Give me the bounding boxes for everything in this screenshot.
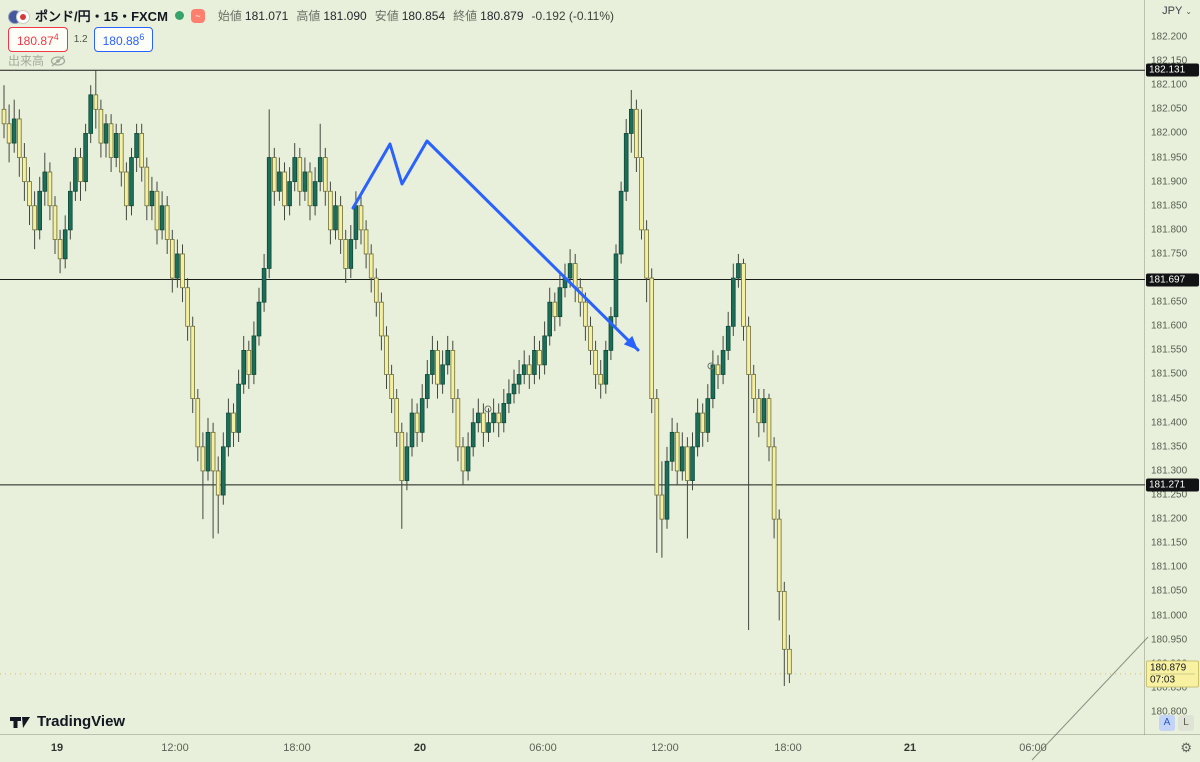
time-scale[interactable]: ⚙ 19 12:00 18:00 20 06:00 12:00 18:00 21 06:00 [0,734,1200,762]
high-value: 181.090 [323,8,367,23]
price-tick: 181.900 [1151,176,1188,188]
volume-indicator-row: 出来高 [8,52,66,69]
price-tick: 181.150 [1151,537,1188,549]
time-tick: 18:00 [283,742,311,754]
price-tick: 180.850 [1151,682,1188,694]
high-label: 高値 [296,9,321,23]
scale-mode-buttons: A L [1159,715,1194,731]
price-tick: 181.400 [1151,417,1188,429]
chevron-down-icon: ⌄ [1185,6,1192,16]
price-tick: 181.300 [1151,465,1188,477]
tradingview-mark-icon [10,716,30,728]
price-scale[interactable]: JPY ⌄ 182.200 182.150 182.100 182.050 182.00… [1144,0,1200,735]
price-tick: 181.800 [1151,224,1188,236]
ask-pip-fraction: 6 [139,32,145,42]
time-tick: 18:00 [774,742,802,754]
price-badge: 181.271 [1146,478,1199,492]
time-tick: 06:00 [1019,742,1047,754]
low-value: 180.854 [401,8,446,23]
price-tick: 182.050 [1151,103,1188,115]
price-tick: 181.250 [1151,489,1188,501]
price-tick: 182.100 [1151,79,1188,91]
price-tick: 181.350 [1151,441,1188,453]
price-tick: 181.950 [1151,152,1188,164]
currency-pair-flags-icon [8,9,30,24]
open-label: 始値 [217,9,242,23]
price-badge: 181.697 [1146,273,1199,287]
price-tick: 181.750 [1151,248,1188,260]
buy-button[interactable]: 180.886 [93,27,154,52]
open-value: 181.071 [244,8,289,23]
market-open-dot-icon[interactable] [174,11,184,20]
gear-icon[interactable]: ⚙ [1180,740,1192,755]
log-scale-button[interactable]: L [1178,715,1194,731]
price-tick: 181.450 [1151,393,1188,405]
price-tick: 181.200 [1151,513,1188,525]
ohlc-readout: 始値 181.071 高値 181.090 安値 180.854 終値 180.… [218,7,614,24]
price-tick: 180.800 [1151,706,1188,718]
auto-scale-button[interactable]: A [1159,715,1175,731]
quote-panel: 180.874 1.2 180.886 [8,27,154,52]
close-value: 180.879 [480,8,524,23]
eye-off-icon[interactable] [50,55,66,67]
time-tick: 06:00 [529,742,557,754]
sell-button[interactable]: 180.874 [8,27,68,52]
close-label: 終値 [453,9,478,23]
time-tick: 21 [903,742,917,754]
price-badge: 182.131 [1146,63,1199,77]
price-tick: 181.500 [1151,368,1188,380]
symbol-header: ポンド/円・15・FXCM ~ 始値 181.071 高値 181.090 安値… [8,6,614,25]
symbol-title[interactable]: ポンド/円・15・FXCM [35,9,168,24]
price-scale-currency[interactable]: JPY ⌄ [1162,5,1192,17]
tradingview-logo-text: TradingView [37,713,126,730]
price-tick: 182.200 [1151,31,1188,43]
price-tick: 182.150 [1151,55,1188,67]
volume-indicator-label[interactable]: 出来高 [8,54,45,68]
delayed-data-icon[interactable]: ~ [190,8,205,23]
price-tick: 181.100 [1151,561,1188,573]
price-tick: 181.850 [1151,200,1188,212]
price-tick: 180.950 [1151,634,1188,646]
price-tick: 181.050 [1151,585,1188,597]
price-badge: 180.879 07:03 [1146,660,1199,688]
time-tick: 12:00 [651,742,679,754]
time-tick: 19 [50,742,64,754]
price-tick: 181.000 [1151,610,1188,622]
price-tick: 181.550 [1151,344,1188,356]
tradingview-logo[interactable]: TradingView [10,713,125,730]
bid-pip-fraction: 4 [53,32,59,42]
price-tick: 181.600 [1151,320,1188,332]
price-tick: 182.000 [1151,127,1188,139]
change-value: -0.192 (-0.11%) [531,8,615,23]
time-tick: 20 [413,742,427,754]
price-tick: 181.650 [1151,296,1188,308]
low-label: 安値 [374,9,399,23]
time-tick: 12:00 [161,742,189,754]
spread-value: 1.2 [73,34,88,45]
